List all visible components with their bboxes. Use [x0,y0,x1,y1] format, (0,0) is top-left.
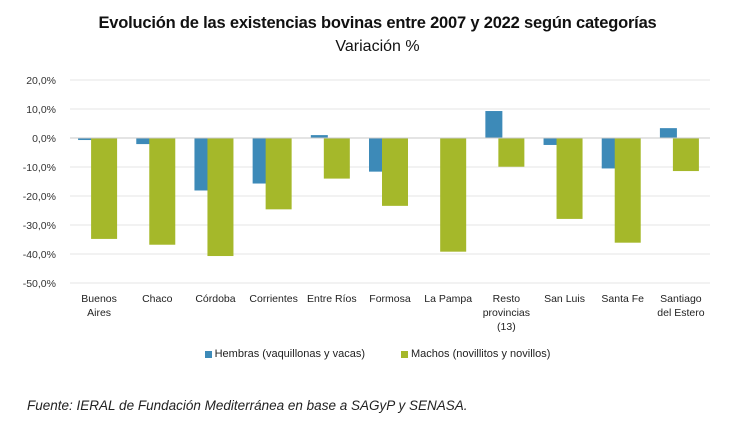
bar-hembras [543,138,561,145]
x-category-label: Resto [493,293,521,305]
source-note: Fuente: IERAL de Fundación Mediterránea … [27,398,468,413]
y-tick-label: -30,0% [23,220,56,232]
bar-hembras [78,138,96,141]
y-axis-ticks: 20,0% 10,0% 0,0% -10,0% -20,0% -30,0% -40,0% -5… [23,75,56,290]
legend-item-hembras: Hembras (vaquillonas y vacas) [204,348,365,360]
legend-swatch-hembras [204,350,212,358]
x-category-label: Chaco [142,293,173,305]
x-category-label: Santiago [660,293,702,305]
bar-hembras [369,138,386,172]
legend-item-machos: Machos (novillitos y novillos) [401,348,550,360]
bar-machos [440,138,467,252]
y-tick-label: -50,0% [23,278,56,290]
y-tick-label: -40,0% [23,249,56,261]
bar-chart: 20,0% 10,0% 0,0% -10,0% -20,0% -30,0% -40,0% -5… [23,75,710,333]
bar-machos [149,138,176,245]
bar-hembras [252,138,270,184]
x-category-label: San Luis [544,293,585,305]
x-category-label: del Estero [657,307,704,319]
bar-hembras [136,138,154,145]
bar-hembras [194,138,212,191]
bar-machos [672,138,699,172]
x-category-label: La Pampa [424,293,472,305]
y-tick-label: 0,0% [32,133,56,145]
x-category-label: Santa Fe [601,293,644,305]
y-tick-label: -20,0% [23,191,56,203]
legend-label-machos: Machos (novillitos y novillos) [411,348,551,360]
y-tick-label: -10,0% [23,162,56,174]
x-category-label: Corrientes [249,293,297,305]
bar-machos [91,138,118,239]
x-category-label: Aires [87,307,111,319]
bar-machos [323,138,350,179]
bar-machos [207,138,234,257]
legend-label-hembras: Hembras (vaquillonas y vacas) [214,348,365,360]
y-tick-label: 10,0% [26,104,56,116]
x-category-label: (13) [497,321,516,333]
chart-subtitle: Variación % [335,38,420,55]
chart-title: Evolución de las existencias bovinas ent… [98,14,657,32]
y-tick-label: 20,0% [26,75,56,87]
bar-machos [614,138,641,243]
x-category-label: Buenos [81,293,117,305]
x-category-label: Entre Ríos [307,293,357,305]
bar-machos [556,138,583,219]
bar-machos [382,138,408,206]
bar-hembras [485,111,503,138]
legend: Hembras (vaquillonas y vacas) Machos (no… [0,348,755,360]
legend-swatch-machos [401,350,408,358]
bar-hembras [310,135,328,138]
bar-machos [265,138,292,210]
x-category-label: Formosa [369,293,411,305]
x-category-label: Córdoba [195,293,235,305]
bar-hembras [659,128,677,138]
x-category-label: provincias [483,307,530,319]
bar-hembras [601,138,619,169]
bars [78,111,699,257]
bar-machos [498,138,525,167]
x-axis-category-labels: Buenos Aires Chaco Córdoba Corrientes Entre R… [81,293,704,333]
